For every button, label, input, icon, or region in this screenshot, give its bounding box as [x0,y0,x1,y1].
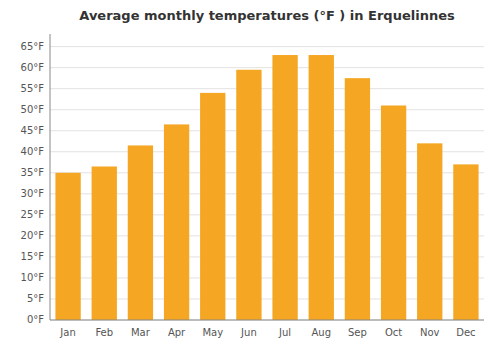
bars [55,55,478,320]
grid-line [50,67,484,68]
y-tick-label: 45°F [21,125,45,136]
x-tick-label: May [202,327,223,338]
y-tick-label: 30°F [21,188,45,199]
y-tick-label: 20°F [21,230,45,241]
bar [381,106,406,321]
grid-line [50,46,484,47]
grid-line [50,109,484,110]
y-tick-label: 35°F [21,167,45,178]
x-tick-label: Jul [278,327,291,338]
y-tick-label: 40°F [21,146,45,157]
bar [128,145,153,320]
y-tick-label: 0°F [27,314,44,325]
x-tick-label: Mar [131,327,151,338]
x-tick-label: Oct [385,327,402,338]
chart-container: Average monthly temperatures (°F ) in Er… [0,0,500,350]
bar [200,93,225,320]
y-tick-label: 15°F [21,251,45,262]
y-tick-label: 10°F [21,272,45,283]
x-tick-label: Jun [240,327,257,338]
y-tick-label: 55°F [21,83,45,94]
x-tick-label: Feb [95,327,113,338]
y-tick-label: 5°F [27,293,44,304]
bar [92,166,117,320]
y-tick-label: 65°F [21,41,45,52]
grid-line [50,88,484,89]
bar [236,70,261,320]
grid [50,47,484,320]
y-axis-line [50,34,51,320]
y-tick-label: 50°F [21,104,45,115]
chart-svg: Average monthly temperatures (°F ) in Er… [0,0,500,350]
grid-line [50,320,484,321]
bar [453,164,478,320]
chart-title: Average monthly temperatures (°F ) in Er… [79,8,455,23]
y-axis: 0°F 5°F 10°F 15°F 20°F 25°F 30°F 35°F 40°F 45°F 50… [21,34,50,325]
x-tick-label: Aug [311,327,331,338]
bar [417,143,442,320]
bar [345,78,370,320]
x-tick-label: Nov [420,327,440,338]
x-tick-label: Sep [348,327,367,338]
grid-line [50,130,484,131]
x-tick-label: Dec [456,327,475,338]
x-tick-label: Jan [59,327,75,338]
bar [272,55,297,320]
x-axis-line [50,320,484,321]
x-tick-label: Apr [168,327,186,338]
x-axis: Jan Feb Mar Apr May Jun Jul Aug Sep Oct Nov Dec [50,320,484,338]
bar [164,124,189,320]
y-tick-label: 60°F [21,62,45,73]
bar [55,173,80,320]
bar [309,55,334,320]
y-tick-label: 25°F [21,209,45,220]
